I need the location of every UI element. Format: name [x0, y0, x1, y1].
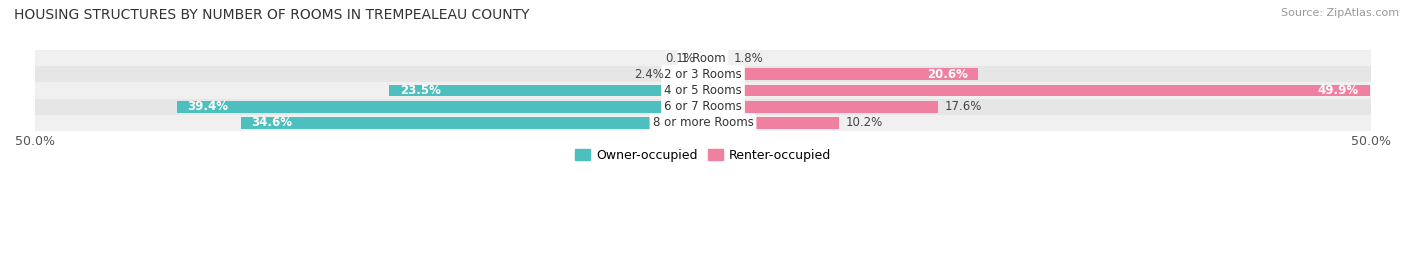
Text: 49.9%: 49.9% [1317, 84, 1360, 97]
Text: 1.8%: 1.8% [734, 52, 763, 65]
Text: 1 Room: 1 Room [681, 52, 725, 65]
Bar [35, 115, 1371, 131]
Text: 39.4%: 39.4% [187, 100, 228, 113]
Text: 34.6%: 34.6% [252, 116, 292, 129]
Bar [35, 82, 1371, 99]
Text: 2.4%: 2.4% [634, 68, 664, 81]
Text: 10.2%: 10.2% [846, 116, 883, 129]
Bar [671, 68, 703, 80]
Legend: Owner-occupied, Renter-occupied: Owner-occupied, Renter-occupied [569, 144, 837, 167]
Text: 17.6%: 17.6% [945, 100, 983, 113]
Text: 2 or 3 Rooms: 2 or 3 Rooms [664, 68, 742, 81]
Text: 20.6%: 20.6% [927, 68, 967, 81]
Bar [240, 117, 703, 129]
Text: HOUSING STRUCTURES BY NUMBER OF ROOMS IN TREMPEALEAU COUNTY: HOUSING STRUCTURES BY NUMBER OF ROOMS IN… [14, 8, 530, 22]
Bar [703, 68, 979, 80]
Text: Source: ZipAtlas.com: Source: ZipAtlas.com [1281, 8, 1399, 18]
Bar [35, 99, 1371, 115]
Bar [177, 101, 703, 112]
Bar [35, 50, 1371, 66]
Bar [703, 117, 839, 129]
Bar [389, 85, 703, 96]
Text: 0.1%: 0.1% [665, 52, 695, 65]
Bar [703, 52, 727, 64]
Text: 23.5%: 23.5% [399, 84, 440, 97]
Bar [703, 85, 1369, 96]
Bar [703, 101, 938, 112]
Text: 8 or more Rooms: 8 or more Rooms [652, 116, 754, 129]
Bar [35, 66, 1371, 82]
Text: 6 or 7 Rooms: 6 or 7 Rooms [664, 100, 742, 113]
Text: 4 or 5 Rooms: 4 or 5 Rooms [664, 84, 742, 97]
